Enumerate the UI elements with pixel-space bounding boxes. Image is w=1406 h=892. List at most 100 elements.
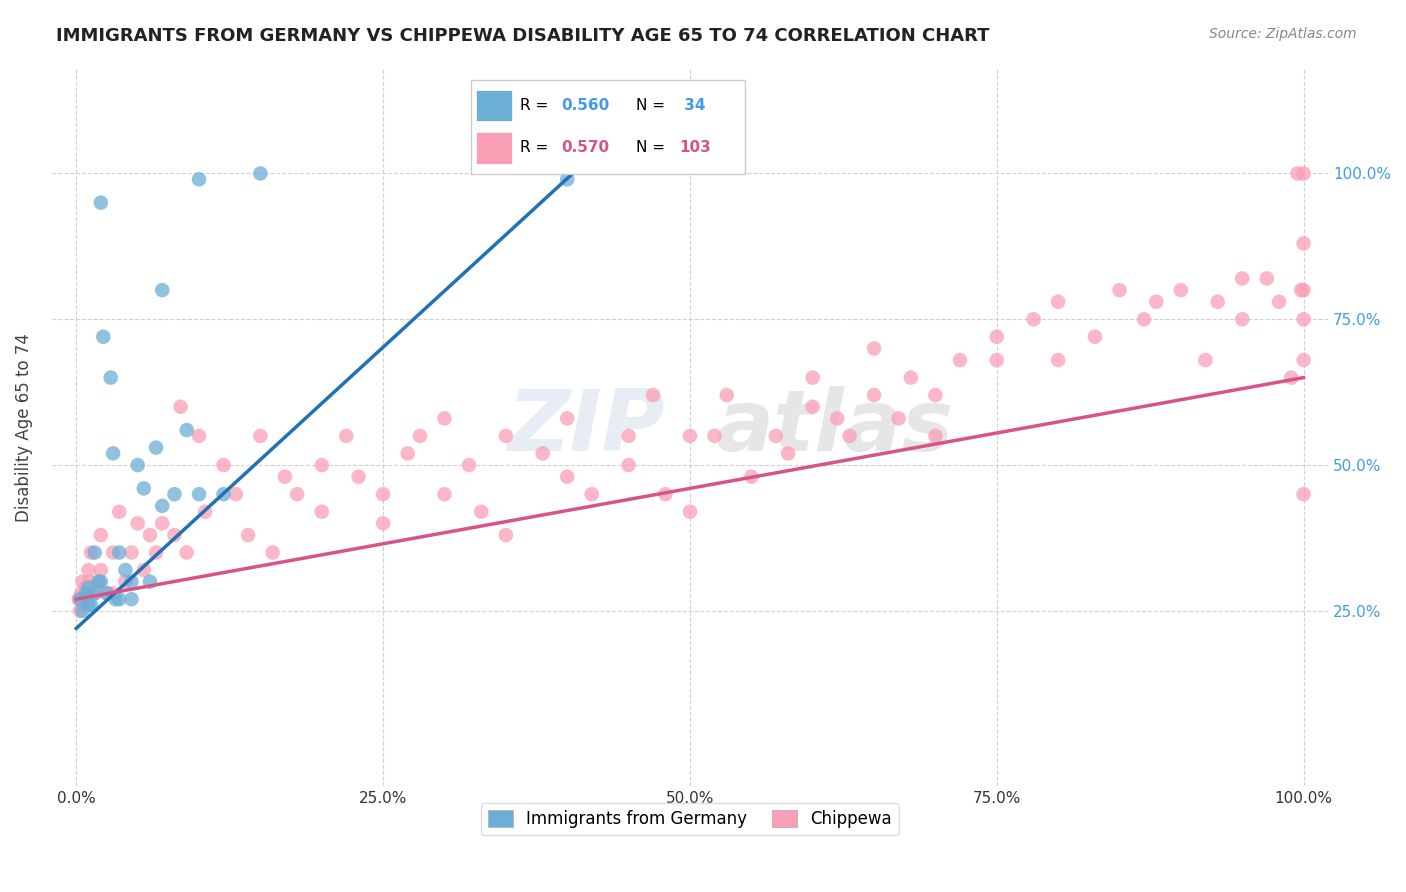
- Point: [77, 581, 100, 595]
- Y-axis label: Disability Age 65 to 74: Disability Age 65 to 74: [15, 333, 32, 522]
- Text: N =: N =: [636, 140, 669, 155]
- Point: [145, 545, 167, 559]
- Point: [801, 400, 824, 414]
- Point: [96, 586, 118, 600]
- Point: [581, 487, 603, 501]
- Point: [1232, 271, 1254, 285]
- Text: N =: N =: [636, 98, 669, 113]
- Point: [716, 388, 738, 402]
- Point: [101, 545, 124, 559]
- Point: [163, 487, 186, 501]
- Point: [1047, 353, 1070, 368]
- Point: [1108, 283, 1130, 297]
- Point: [1084, 330, 1107, 344]
- Point: [132, 482, 155, 496]
- Point: [643, 388, 665, 402]
- Point: [176, 545, 198, 559]
- Point: [765, 429, 787, 443]
- Text: R =: R =: [520, 98, 554, 113]
- Point: [150, 499, 173, 513]
- Point: [69, 604, 91, 618]
- Point: [139, 528, 162, 542]
- Text: IMMIGRANTS FROM GERMANY VS CHIPPEWA DISABILITY AGE 65 TO 74 CORRELATION CHART: IMMIGRANTS FROM GERMANY VS CHIPPEWA DISA…: [56, 27, 990, 45]
- Point: [347, 469, 370, 483]
- Point: [555, 172, 578, 186]
- Text: 34: 34: [679, 98, 706, 113]
- Point: [72, 604, 94, 618]
- Point: [1268, 294, 1291, 309]
- Point: [108, 545, 131, 559]
- Point: [121, 545, 143, 559]
- Point: [949, 353, 972, 368]
- Point: [740, 469, 762, 483]
- Point: [1256, 271, 1278, 285]
- Point: [77, 598, 100, 612]
- Point: [80, 598, 103, 612]
- Point: [114, 563, 136, 577]
- Point: [72, 574, 94, 589]
- Point: [73, 586, 96, 600]
- Point: [108, 505, 131, 519]
- Text: 103: 103: [679, 140, 711, 155]
- Point: [1279, 370, 1302, 384]
- Text: R =: R =: [520, 140, 554, 155]
- Point: [132, 563, 155, 577]
- Text: 0.560: 0.560: [561, 98, 610, 113]
- Point: [458, 458, 481, 472]
- Point: [114, 574, 136, 589]
- Point: [617, 429, 640, 443]
- Point: [87, 574, 110, 589]
- Point: [75, 581, 97, 595]
- Point: [108, 592, 131, 607]
- Point: [70, 586, 93, 600]
- Point: [67, 592, 90, 607]
- Point: [236, 528, 259, 542]
- Point: [285, 487, 308, 501]
- Point: [1144, 294, 1167, 309]
- Point: [1047, 294, 1070, 309]
- Point: [433, 487, 456, 501]
- FancyBboxPatch shape: [477, 89, 512, 121]
- Point: [1286, 166, 1309, 180]
- Point: [371, 487, 394, 501]
- Point: [96, 586, 118, 600]
- Point: [531, 446, 554, 460]
- Point: [495, 528, 517, 542]
- Point: [1232, 312, 1254, 326]
- Point: [924, 429, 946, 443]
- Point: [679, 429, 702, 443]
- Point: [311, 458, 333, 472]
- Point: [100, 370, 122, 384]
- Point: [1292, 166, 1315, 180]
- Point: [145, 441, 167, 455]
- Point: [101, 586, 124, 600]
- Point: [121, 592, 143, 607]
- Point: [863, 388, 886, 402]
- Point: [76, 592, 98, 607]
- Point: [90, 574, 112, 589]
- Point: [83, 586, 105, 600]
- FancyBboxPatch shape: [477, 132, 512, 163]
- Point: [127, 458, 149, 472]
- Point: [825, 411, 848, 425]
- Point: [90, 563, 112, 577]
- Point: [1292, 353, 1315, 368]
- Point: [778, 446, 800, 460]
- Point: [924, 388, 946, 402]
- Point: [409, 429, 432, 443]
- Point: [1194, 353, 1216, 368]
- Point: [986, 353, 1008, 368]
- Text: Source: ZipAtlas.com: Source: ZipAtlas.com: [1209, 27, 1357, 41]
- Point: [249, 166, 271, 180]
- Point: [274, 469, 297, 483]
- Point: [127, 516, 149, 531]
- Point: [212, 458, 235, 472]
- Point: [335, 429, 357, 443]
- Legend: Immigrants from Germany, Chippewa: Immigrants from Germany, Chippewa: [481, 804, 898, 835]
- Point: [150, 516, 173, 531]
- Point: [90, 528, 112, 542]
- Point: [1292, 487, 1315, 501]
- Point: [212, 487, 235, 501]
- Point: [188, 429, 211, 443]
- Point: [225, 487, 247, 501]
